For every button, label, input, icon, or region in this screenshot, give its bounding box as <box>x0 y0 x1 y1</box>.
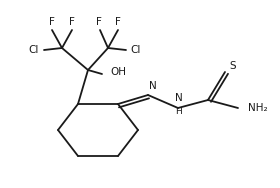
Text: S: S <box>230 61 236 71</box>
Text: N: N <box>149 81 157 91</box>
Text: F: F <box>49 17 55 27</box>
Text: F: F <box>96 17 102 27</box>
Text: H: H <box>176 106 182 115</box>
Text: OH: OH <box>110 67 126 77</box>
Text: Cl: Cl <box>29 45 39 55</box>
Text: N: N <box>175 93 183 103</box>
Text: F: F <box>69 17 75 27</box>
Text: NH₂: NH₂ <box>248 103 268 113</box>
Text: F: F <box>115 17 121 27</box>
Text: Cl: Cl <box>131 45 141 55</box>
